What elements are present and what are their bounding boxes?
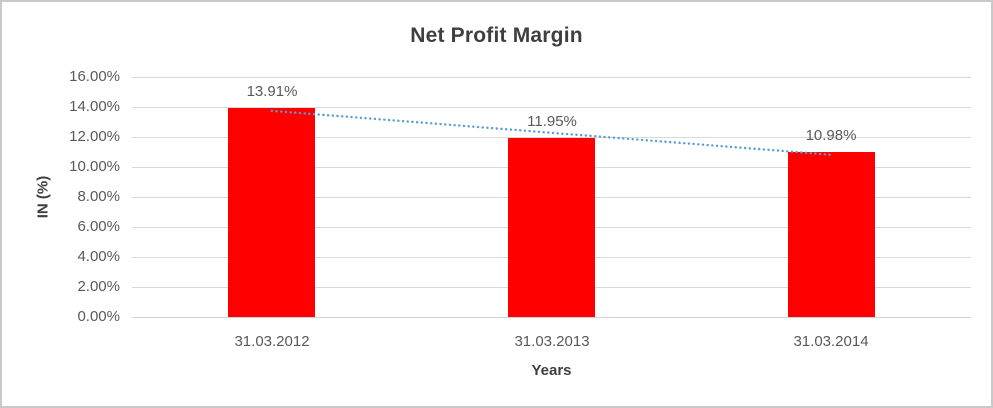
y-tick-label: 10.00% [69,158,120,175]
bar-31.03.2013 [508,138,595,317]
bar-31.03.2014 [788,152,875,317]
x-axis-line [132,317,971,318]
y-tick-label: 4.00% [77,248,120,265]
gridline [132,107,971,108]
y-tick-label: 6.00% [77,218,120,235]
gridline [132,77,971,78]
data-label: 11.95% [527,113,577,130]
y-tick-label: 0.00% [77,308,120,325]
x-tick-label: 31.03.2013 [514,333,590,350]
data-label: 13.91% [246,83,298,100]
y-tick-label: 12.00% [69,128,120,145]
x-tick-label: 31.03.2012 [234,333,310,350]
x-tick-label: 31.03.2014 [793,333,869,350]
y-tick-label: 8.00% [77,188,120,205]
x-axis-title: Years [531,362,572,379]
y-tick-label: 16.00% [69,68,120,85]
bar-31.03.2012 [228,108,315,317]
y-tick-label: 2.00% [77,278,120,295]
y-tick-label: 14.00% [69,98,120,115]
chart-title: Net Profit Margin [410,24,583,47]
plot-area: 13.91% 11.95% 10.98% [132,77,971,318]
data-label: 10.98% [805,127,857,144]
